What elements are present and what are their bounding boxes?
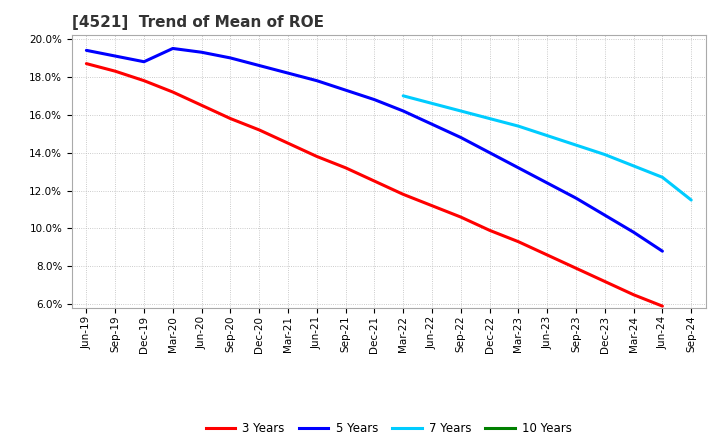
5 Years [572,195,580,201]
5 Years [514,165,523,170]
3 Years [600,279,609,284]
5 Years [456,135,465,140]
3 Years [428,203,436,208]
5 Years [428,121,436,127]
3 Years [629,292,638,297]
7 Years [629,163,638,169]
5 Years [82,48,91,53]
5 Years [168,46,177,51]
3 Years [197,103,206,108]
Line: 3 Years: 3 Years [86,64,662,306]
3 Years [168,89,177,95]
3 Years [456,214,465,220]
5 Years [600,213,609,218]
7 Years [600,152,609,157]
3 Years [658,304,667,309]
7 Years [456,108,465,114]
5 Years [485,150,494,155]
3 Years [485,227,494,233]
5 Years [111,53,120,59]
5 Years [370,97,379,102]
7 Years [428,101,436,106]
7 Years [687,198,696,203]
5 Years [226,55,235,61]
3 Years [140,78,148,83]
5 Years [140,59,148,64]
3 Years [111,69,120,74]
Line: 5 Years: 5 Years [86,48,662,251]
Legend: 3 Years, 5 Years, 7 Years, 10 Years: 3 Years, 5 Years, 7 Years, 10 Years [201,418,577,440]
5 Years [658,249,667,254]
7 Years [514,124,523,129]
3 Years [514,239,523,244]
7 Years [485,116,494,121]
3 Years [341,165,350,170]
Line: 7 Years: 7 Years [403,96,691,200]
5 Years [312,78,321,83]
3 Years [572,266,580,271]
Text: [4521]  Trend of Mean of ROE: [4521] Trend of Mean of ROE [72,15,324,30]
5 Years [255,63,264,68]
5 Years [341,88,350,93]
7 Years [572,143,580,148]
3 Years [543,252,552,257]
7 Years [658,175,667,180]
3 Years [226,116,235,121]
5 Years [629,230,638,235]
3 Years [255,127,264,132]
5 Years [284,70,292,76]
7 Years [543,133,552,138]
7 Years [399,93,408,99]
5 Years [543,180,552,186]
5 Years [197,50,206,55]
3 Years [370,179,379,184]
3 Years [312,154,321,159]
3 Years [399,192,408,197]
5 Years [399,108,408,114]
3 Years [82,61,91,66]
3 Years [284,140,292,146]
